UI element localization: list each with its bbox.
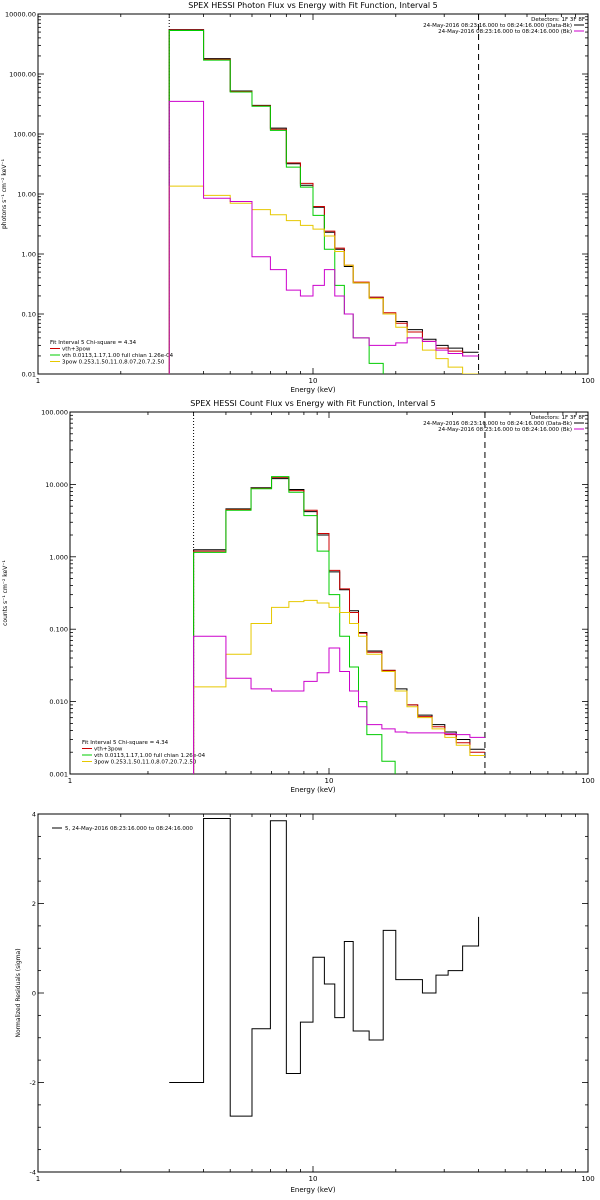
series-vth [168, 30, 384, 374]
y-tick-label: 10000.00 [5, 11, 36, 19]
legend-bottom-entry: vth 0.0113,1.17,1.00 full chian 1.26e-04 [94, 753, 206, 759]
x-tick-label: 10 [309, 1175, 318, 1183]
series-vth [193, 476, 396, 774]
x-axis-label: Energy (keV) [290, 1186, 335, 1194]
legend-top-entry: Detectors: 1F 3F 8F [531, 17, 585, 23]
legend-bottom-entry: 3pow 0.253,1.50,11.0,8.07,20.7,2.50 [62, 360, 165, 366]
legend-top-entry: 24-May-2016 08:23:16.000 to 08:24:16.000… [423, 23, 572, 29]
y-tick-label: 0.10 [22, 311, 36, 319]
legend-bottom-entry: Fit Interval 5 Chi-square = 4.34 [82, 740, 169, 746]
legend-top-entry: 24-May-2016 08:23:16.000 to 08:24:16.000… [423, 421, 572, 427]
legend-bottom-entry: vth+3pow [94, 747, 123, 753]
legend-entry: 5, 24-May-2016 08:23:16.000 to 08:24:16.… [65, 826, 193, 832]
y-axis-label: photons s⁻¹ cm⁻² keV⁻¹ [1, 158, 8, 229]
y-tick-label: 100.000 [41, 409, 68, 417]
series-bk [193, 635, 485, 774]
legend-top-entry: 24-May-2016 08:23:16.000 to 08:24:16.000… [438, 29, 572, 35]
x-tick-label: 1 [36, 377, 40, 385]
legend-bottom-entry: vth+3pow [62, 347, 91, 353]
y-tick-label: 0.100 [49, 626, 68, 634]
legend-bottom-entry: vth 0.0113,1.17,1.00 full chian 1.26e-04 [62, 353, 174, 359]
chart-title: SPEX HESSI Count Flux vs Energy with Fit… [190, 399, 435, 408]
x-tick-label: 10 [325, 777, 334, 785]
y-tick-label: 10.00 [17, 191, 36, 199]
series-bk [168, 100, 479, 374]
legend-bottom-entry: 3pow 0.253,1.50,11.0,8.07,20.7,2.50 [94, 760, 197, 766]
series-3pow [193, 599, 485, 774]
y-tick-label: 2 [32, 900, 36, 908]
y-axis-label: counts s⁻¹ cm⁻² keV⁻¹ [2, 560, 9, 626]
count-flux-chart: SPEX HESSI Count Flux vs Energy with Fit… [2, 399, 595, 794]
legend-bottom-entry: Fit Interval 5 Chi-square = 4.34 [50, 340, 137, 346]
x-axis-label: Energy (keV) [290, 786, 335, 794]
series-residuals [169, 817, 480, 1117]
chart-title: SPEX HESSI Photon Flux vs Energy with Fi… [188, 1, 438, 10]
x-tick-label: 100 [581, 1175, 594, 1183]
residuals-chart: Energy (keV) Normalized Residuals (sigma… [15, 811, 595, 1195]
y-tick-label: 4 [32, 811, 36, 819]
y-tick-label: 0.010 [49, 698, 68, 706]
series-vth-3pow [168, 29, 479, 374]
y-tick-label: -2 [30, 1079, 36, 1087]
y-tick-label: 1.00 [22, 251, 36, 259]
x-tick-label: 100 [581, 377, 594, 385]
x-tick-label: 1 [36, 1175, 40, 1183]
x-tick-label: 100 [581, 777, 594, 785]
legend-bottom: Fit Interval 5 Chi-square = 4.34vth+3pow… [82, 740, 206, 766]
legend-top-entry: 24-May-2016 08:23:16.000 to 08:24:16.000… [438, 427, 572, 433]
legend-bottom: Fit Interval 5 Chi-square = 4.34vth+3pow… [50, 340, 174, 366]
y-tick-label: 10.000 [45, 481, 68, 489]
y-tick-label: 0.01 [22, 371, 36, 379]
x-tick-label: 10 [309, 377, 318, 385]
legend: 5, 24-May-2016 08:23:16.000 to 08:24:16.… [52, 826, 193, 832]
y-tick-label: 0 [32, 990, 36, 998]
legend-top-entry: Detectors: 1F 3F 8F [531, 415, 585, 421]
y-tick-label: 100.00 [13, 131, 36, 139]
x-tick-label: 1 [68, 777, 72, 785]
y-tick-label: 0.001 [49, 771, 68, 779]
x-axis-label: Energy (keV) [290, 386, 335, 394]
photon-flux-chart: SPEX HESSI Photon Flux vs Energy with Fi… [1, 1, 595, 394]
y-axis-label: Normalized Residuals (sigma) [15, 948, 22, 1037]
y-tick-label: 1.000 [49, 553, 68, 561]
y-tick-label: -4 [30, 1169, 36, 1177]
y-tick-label: 1000.00 [9, 71, 36, 79]
